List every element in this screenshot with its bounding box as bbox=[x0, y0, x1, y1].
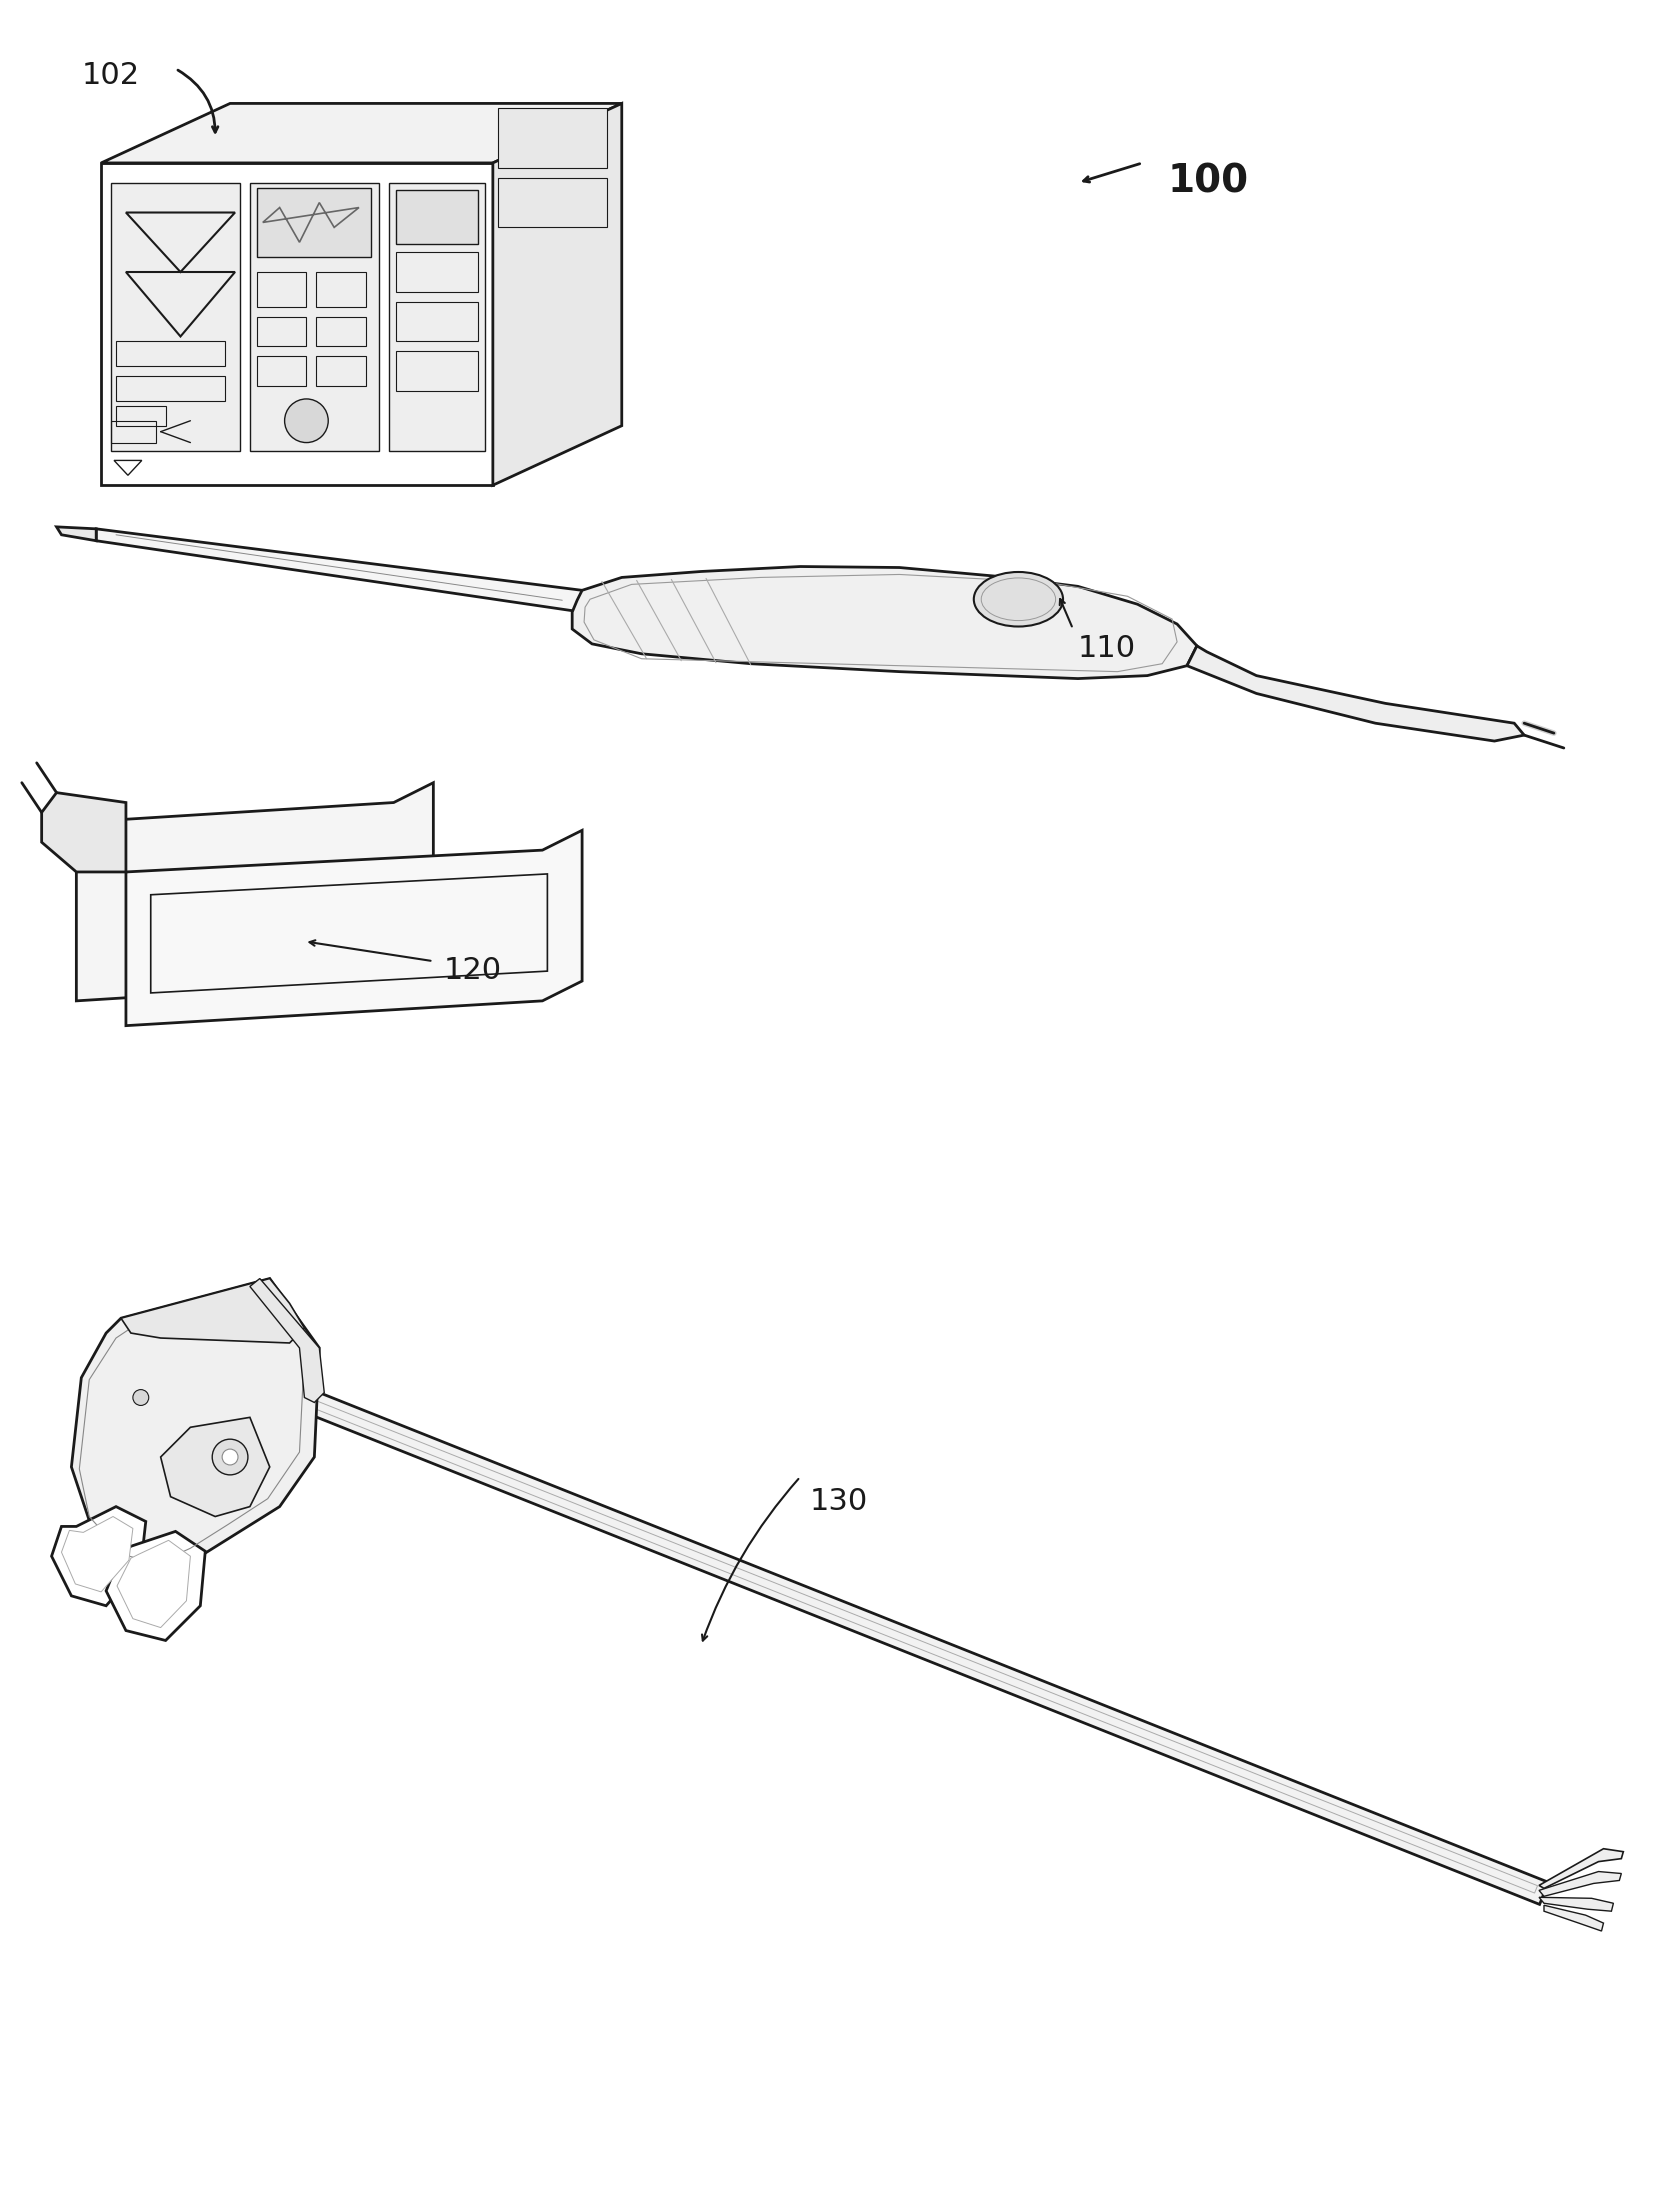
Bar bbox=[316, 271, 366, 307]
Bar bbox=[396, 302, 479, 342]
Polygon shape bbox=[1539, 1872, 1622, 1896]
Polygon shape bbox=[389, 183, 485, 450]
Circle shape bbox=[213, 1439, 248, 1474]
Polygon shape bbox=[106, 1532, 206, 1640]
Polygon shape bbox=[52, 1507, 146, 1607]
Bar bbox=[499, 179, 607, 227]
Polygon shape bbox=[96, 530, 582, 611]
Polygon shape bbox=[116, 1540, 191, 1627]
Bar bbox=[258, 316, 306, 346]
Bar bbox=[116, 375, 224, 402]
Polygon shape bbox=[249, 183, 379, 450]
Polygon shape bbox=[111, 183, 239, 450]
Polygon shape bbox=[42, 792, 126, 872]
Polygon shape bbox=[101, 104, 622, 163]
Polygon shape bbox=[61, 1516, 133, 1591]
Polygon shape bbox=[572, 567, 1197, 678]
Polygon shape bbox=[57, 527, 96, 541]
Bar bbox=[396, 351, 479, 391]
Polygon shape bbox=[76, 783, 434, 1000]
Text: 130: 130 bbox=[809, 1488, 869, 1516]
Polygon shape bbox=[126, 830, 582, 1026]
Bar bbox=[116, 342, 224, 366]
Polygon shape bbox=[1539, 1849, 1624, 1889]
Bar bbox=[111, 422, 156, 444]
Bar bbox=[396, 190, 479, 245]
Bar bbox=[258, 271, 306, 307]
Polygon shape bbox=[1539, 1898, 1614, 1911]
Text: 100: 100 bbox=[1167, 163, 1248, 201]
Polygon shape bbox=[1187, 647, 1524, 742]
Ellipse shape bbox=[974, 572, 1064, 627]
Bar bbox=[316, 316, 366, 346]
Polygon shape bbox=[121, 1278, 304, 1344]
Circle shape bbox=[223, 1450, 238, 1465]
Text: 120: 120 bbox=[444, 956, 502, 984]
Circle shape bbox=[133, 1390, 150, 1406]
Bar bbox=[258, 355, 306, 386]
Bar bbox=[396, 252, 479, 291]
Bar bbox=[116, 406, 166, 426]
Polygon shape bbox=[249, 1278, 324, 1401]
Polygon shape bbox=[161, 1417, 269, 1516]
Polygon shape bbox=[296, 1386, 1549, 1905]
Polygon shape bbox=[71, 1278, 319, 1576]
Bar bbox=[499, 108, 607, 168]
Polygon shape bbox=[1544, 1905, 1604, 1931]
Bar bbox=[258, 188, 371, 258]
Polygon shape bbox=[101, 163, 494, 486]
Circle shape bbox=[284, 399, 327, 444]
Text: 110: 110 bbox=[1079, 633, 1137, 662]
Polygon shape bbox=[494, 104, 622, 486]
Bar bbox=[316, 355, 366, 386]
Text: 102: 102 bbox=[81, 62, 140, 90]
